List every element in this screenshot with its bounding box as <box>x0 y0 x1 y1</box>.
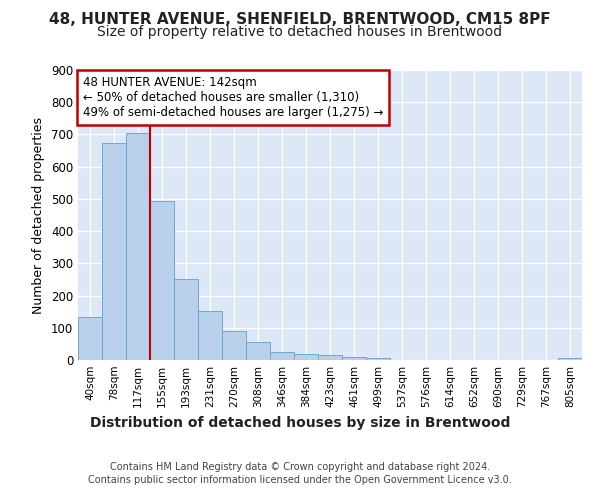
Bar <box>318 355 342 360</box>
Bar <box>126 132 150 360</box>
Bar <box>270 352 294 360</box>
Text: Contains HM Land Registry data © Crown copyright and database right 2024.: Contains HM Land Registry data © Crown c… <box>110 462 490 472</box>
Bar <box>246 342 270 360</box>
Bar <box>150 201 174 360</box>
Bar <box>342 357 366 360</box>
Text: Size of property relative to detached houses in Brentwood: Size of property relative to detached ho… <box>97 25 503 39</box>
Y-axis label: Number of detached properties: Number of detached properties <box>32 116 46 314</box>
Text: Contains public sector information licensed under the Open Government Licence v3: Contains public sector information licen… <box>88 475 512 485</box>
Bar <box>558 358 582 360</box>
Bar <box>222 331 246 360</box>
Bar <box>294 354 318 360</box>
Text: Distribution of detached houses by size in Brentwood: Distribution of detached houses by size … <box>90 416 510 430</box>
Bar <box>78 317 102 360</box>
Text: 48, HUNTER AVENUE, SHENFIELD, BRENTWOOD, CM15 8PF: 48, HUNTER AVENUE, SHENFIELD, BRENTWOOD,… <box>49 12 551 28</box>
Bar <box>174 279 198 360</box>
Text: 48 HUNTER AVENUE: 142sqm
← 50% of detached houses are smaller (1,310)
49% of sem: 48 HUNTER AVENUE: 142sqm ← 50% of detach… <box>83 76 383 119</box>
Bar <box>366 358 390 360</box>
Bar <box>198 311 222 360</box>
Bar <box>102 142 126 360</box>
